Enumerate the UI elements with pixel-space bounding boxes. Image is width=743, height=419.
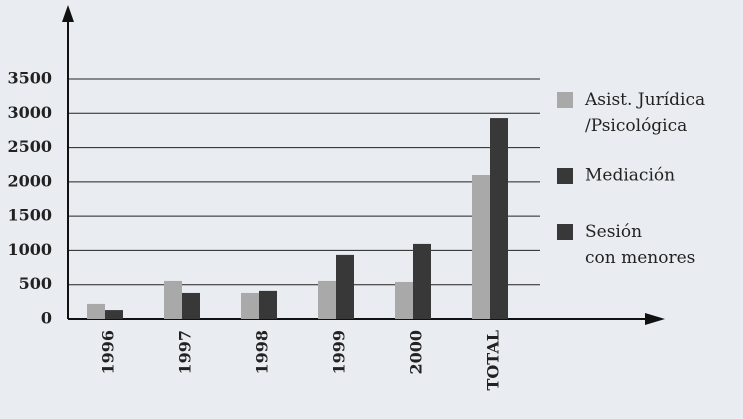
legend-swatch [557,92,573,108]
legend-swatch [557,168,573,184]
bar [336,254,354,319]
y-tick-label: 2000 [7,171,52,190]
bar [395,281,413,319]
y-tick-label: 1500 [7,206,52,225]
x-tick-label: 1996 [99,330,118,375]
x-tick-label: 1998 [253,330,272,375]
x-tick-label: 1997 [176,330,195,375]
bar [182,292,200,319]
y-tick-label: 3000 [7,103,52,122]
legend-swatch [557,224,573,240]
bar [87,303,105,319]
y-tick-label: 2500 [7,137,52,156]
x-axis-arrow [645,313,665,325]
y-axis-arrow [62,5,74,22]
bar [490,118,508,319]
y-tick-label: 500 [19,274,52,293]
bar [164,280,182,319]
y-tick-label: 3500 [7,69,52,88]
bar [259,290,277,319]
bar [105,310,123,319]
bar [318,280,336,319]
legend-label: Asist. Jurídica/Psicológica [584,90,705,136]
legend-label: Sesión con menores [585,222,695,268]
x-tick-label: TOTAL [484,330,503,391]
y-tick-label: 0 [41,309,52,328]
x-tick-label: 1999 [330,330,349,375]
x-tick-label: 2000 [407,330,426,375]
bar [241,292,259,319]
bar [472,175,490,319]
legend-label: Mediación [585,166,675,186]
y-tick-label: 1000 [7,240,52,259]
bar [413,243,431,319]
